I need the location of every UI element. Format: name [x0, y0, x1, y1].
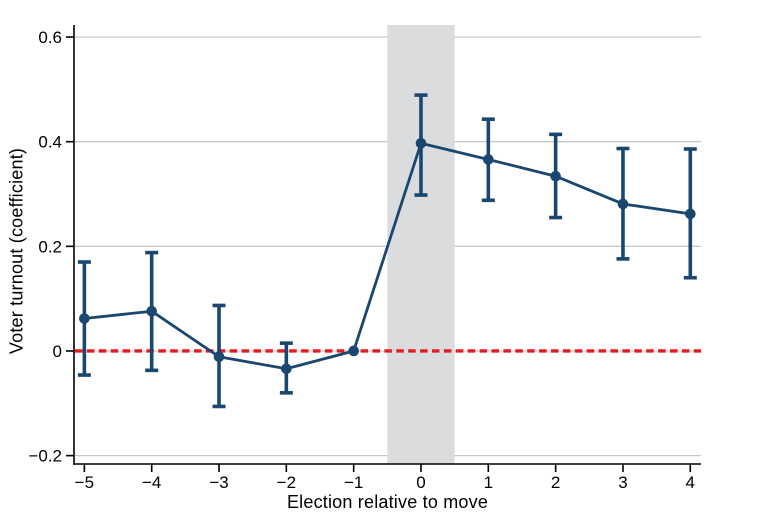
y-tick-label: 0.4: [38, 133, 62, 152]
data-point: [415, 137, 427, 149]
x-axis-title: Election relative to move: [286, 492, 489, 512]
x-tick-label: 4: [686, 473, 695, 492]
data-point: [550, 170, 561, 182]
treatment-period-band: [387, 25, 455, 464]
y-tick-label: 0.6: [38, 28, 62, 47]
data-point: [79, 313, 90, 324]
data-point: [213, 351, 225, 363]
x-tick-label: 2: [551, 473, 560, 492]
y-tick-label: 0: [53, 342, 62, 361]
x-tick-label: −3: [209, 473, 228, 492]
data-point: [281, 363, 292, 375]
x-tick-label: 1: [484, 473, 493, 492]
y-tick-label: 0.2: [38, 237, 62, 256]
series-line: [84, 141, 691, 371]
data-point: [146, 305, 157, 317]
x-tick-label: −2: [277, 473, 296, 492]
x-tick-label: 0: [416, 473, 425, 492]
x-tick-label: −5: [75, 473, 94, 492]
data-point: [348, 345, 359, 357]
x-tick-label: −1: [344, 473, 363, 492]
data-point: [617, 198, 629, 210]
x-tick-label: 3: [618, 473, 627, 492]
y-tick-label: −0.2: [28, 447, 62, 466]
data-point: [483, 154, 494, 165]
data-point: [684, 208, 696, 220]
y-axis-title: Voter turnout (coefficient): [6, 147, 27, 355]
x-tick-label: −4: [142, 473, 161, 492]
